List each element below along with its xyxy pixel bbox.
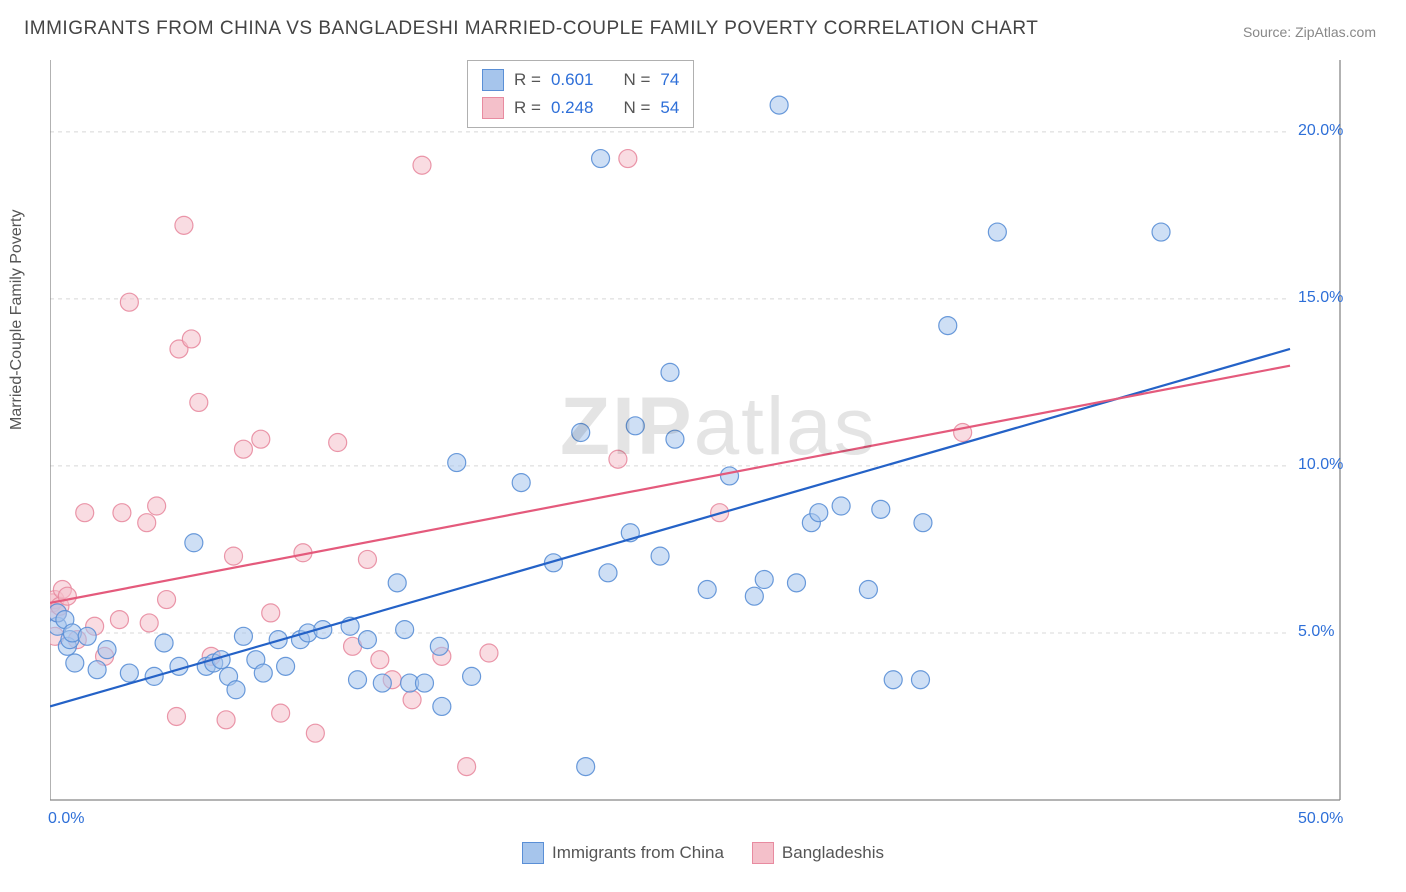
legend-swatch-icon [522,842,544,864]
stat-value: 0.601 [551,70,594,90]
stat-label: R = [514,70,541,90]
legend-swatch-icon [482,97,504,119]
stat-label: N = [623,98,650,118]
stat-value: 0.248 [551,98,594,118]
x-tick-label: 50.0% [1298,810,1343,828]
y-tick-label: 15.0% [1298,289,1343,307]
y-tick-label: 5.0% [1298,623,1334,641]
bottom-legend: Immigrants from China Bangladeshis [0,842,1406,864]
stats-legend: R = 0.601 N = 74 R = 0.248 N = 54 [467,60,694,128]
legend-swatch-icon [482,69,504,91]
source-label: Source: ZipAtlas.com [1243,24,1376,40]
stats-legend-row: R = 0.601 N = 74 [468,66,693,94]
scatter-chart [50,55,1350,835]
stats-legend-row: R = 0.248 N = 54 [468,94,693,122]
legend-item: Immigrants from China [522,842,724,864]
stat-value: 54 [660,98,679,118]
legend-item: Bangladeshis [752,842,884,864]
x-tick-label: 0.0% [48,810,84,828]
stat-value: 74 [660,70,679,90]
y-axis-label: Married-Couple Family Poverty [8,209,26,430]
y-tick-label: 10.0% [1298,456,1343,474]
legend-label: Bangladeshis [782,843,884,863]
legend-swatch-icon [752,842,774,864]
y-tick-label: 20.0% [1298,122,1343,140]
legend-label: Immigrants from China [552,843,724,863]
stat-label: R = [514,98,541,118]
chart-title: IMMIGRANTS FROM CHINA VS BANGLADESHI MAR… [24,18,1038,40]
stat-label: N = [623,70,650,90]
